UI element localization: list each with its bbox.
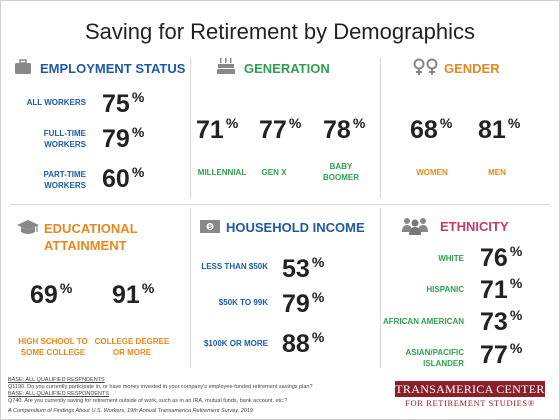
ethnicity-value-2: 71% <box>480 275 523 305</box>
employment-number-3: 60 <box>102 165 130 193</box>
percent-sign: % <box>59 280 73 296</box>
employment-label-3: PART-TIME WORKERS <box>43 170 86 190</box>
percent-sign: % <box>288 115 302 131</box>
income-value-2: 79% <box>282 289 325 319</box>
page-title: Saving for Retirement by Demographics <box>84 19 476 44</box>
footnote-question-2: Q740. Are you currently saving for retir… <box>8 398 288 404</box>
income-number-3: 88 <box>282 330 310 358</box>
generation-label-3: BABY BOOMER <box>323 162 359 182</box>
generation-value-2: 77% <box>259 115 302 145</box>
ethnicity-label-2: HISPANIC <box>426 285 464 294</box>
ethnicity-label-4: ASIAN/PACIFIC ISLANDER <box>405 348 464 368</box>
education-heading: EDUCATIONAL ATTAINMENT <box>44 221 138 253</box>
percent-sign: % <box>352 115 366 131</box>
percent-sign: % <box>509 340 523 356</box>
income-value-1: 53% <box>282 254 325 284</box>
gender-label-2: MEN <box>488 168 506 177</box>
footnote-question-1: Q1190. Do you currently participate in, … <box>8 384 313 390</box>
education-label-1: HIGH SCHOOL TO SOME COLLEGE <box>18 337 88 357</box>
income-label-1: LESS THAN $50K <box>201 262 268 271</box>
birthday-cake-icon <box>217 58 235 74</box>
income-label-3: $100K OR MORE <box>203 339 268 348</box>
ethnicity-label-3: AFRICAN AMERICAN <box>382 317 464 326</box>
percent-sign: % <box>509 275 523 291</box>
generation-value-3: 78% <box>323 115 366 145</box>
ethnicity-label-1: WHITE <box>438 254 464 263</box>
income-label-2: $50K TO 99K <box>218 298 268 307</box>
education-number-1: 69 <box>30 281 58 309</box>
employment-label-1: ALL WORKERS <box>26 98 86 107</box>
ethnicity-number-2: 71 <box>480 276 508 304</box>
generation-label-1: MILLENNIAL <box>197 168 247 177</box>
logo-line-1: TRANSAMERICA CENTER <box>395 381 545 397</box>
generation-number-1: 71 <box>196 116 224 144</box>
divider-v2 <box>380 58 381 198</box>
education-value-2: 91% <box>112 280 155 310</box>
employment-value-3: 60% <box>102 164 145 194</box>
percent-sign: % <box>509 243 523 259</box>
ethnicity-value-1: 76% <box>480 243 523 273</box>
ethnicity-number-3: 73 <box>480 308 508 336</box>
employment-number-1: 75 <box>102 90 130 118</box>
transamerica-logo: TRANSAMERICA CENTER FOR RETIREMENT STUDI… <box>395 381 545 410</box>
footnote-base-1: BASE: ALL QUALIFIED RESPNDENTS <box>8 377 105 383</box>
generation-number-3: 78 <box>323 116 351 144</box>
percent-sign: % <box>311 289 325 305</box>
ethnicity-value-3: 73% <box>480 307 523 337</box>
gender-number-1: 68 <box>410 116 438 144</box>
employment-heading: EMPLOYMENT STATUS <box>40 61 186 76</box>
gender-number-2: 81 <box>478 116 506 144</box>
briefcase-icon <box>15 59 31 74</box>
gender-heading: GENDER <box>444 61 500 76</box>
percent-sign: % <box>141 280 155 296</box>
employment-number-2: 79 <box>102 125 130 153</box>
svg-text:$: $ <box>208 225 212 231</box>
employment-label-2: FULL-TIME WORKERS <box>43 129 86 149</box>
education-label-2: COLLEGE DEGREE OR MORE <box>94 337 170 357</box>
footnote-source: A Compendium of Findings About U.S. Work… <box>8 408 253 414</box>
divider-v4 <box>380 208 381 368</box>
employment-value-2: 79% <box>102 124 145 154</box>
ethnicity-value-4: 77% <box>480 340 523 370</box>
gender-label-1: WOMEN <box>416 168 448 177</box>
footnote-base-2: BASE: ALL QUALIFIED RESPONDENTS <box>8 391 109 397</box>
percent-sign: % <box>311 329 325 345</box>
divider-v1 <box>190 58 191 198</box>
people-group-icon <box>402 218 428 235</box>
ethnicity-number-1: 76 <box>480 244 508 272</box>
income-number-2: 79 <box>282 290 310 318</box>
education-value-1: 69% <box>30 280 73 310</box>
graduation-cap-icon <box>17 220 39 234</box>
gender-symbols-icon <box>413 58 438 75</box>
income-value-3: 88% <box>282 329 325 359</box>
generation-label-2: GEN X <box>261 168 287 177</box>
employment-value-1: 75% <box>102 89 145 119</box>
ethnicity-heading: ETHNICITY <box>440 219 509 234</box>
ethnicity-number-4: 77 <box>480 341 508 369</box>
income-heading: HOUSEHOLD INCOME <box>226 220 365 235</box>
education-number-2: 91 <box>112 281 140 309</box>
percent-sign: % <box>131 124 145 140</box>
income-number-1: 53 <box>282 255 310 283</box>
percent-sign: % <box>225 115 239 131</box>
divider-v3 <box>190 208 191 368</box>
dollar-bill-icon: $ <box>200 220 220 233</box>
logo-line-2: FOR RETIREMENT STUDIES® <box>405 398 535 408</box>
generation-number-2: 77 <box>259 116 287 144</box>
generation-heading: GENERATION <box>244 61 330 76</box>
percent-sign: % <box>311 254 325 270</box>
percent-sign: % <box>439 115 453 131</box>
divider-h <box>10 204 550 205</box>
percent-sign: % <box>509 307 523 323</box>
percent-sign: % <box>131 89 145 105</box>
percent-sign: % <box>131 164 145 180</box>
generation-value-1: 71% <box>196 115 239 145</box>
gender-value-1: 68% <box>410 115 453 145</box>
percent-sign: % <box>507 115 521 131</box>
gender-value-2: 81% <box>478 115 521 145</box>
